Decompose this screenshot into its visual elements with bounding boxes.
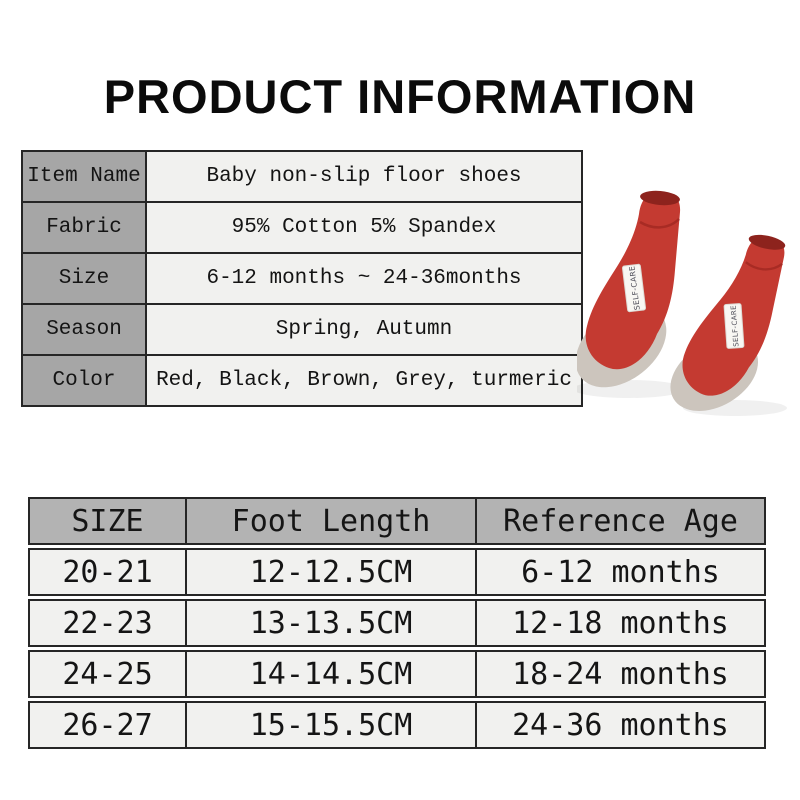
table-row: Season Spring, Autumn (21, 303, 583, 356)
reference-age-cell: 24-36 months (475, 703, 764, 747)
info-label-size: Size (21, 252, 147, 305)
table-row: Fabric 95% Cotton 5% Spandex (21, 201, 583, 254)
shoe-label-text: SELF-CARE (730, 305, 741, 347)
info-value-item-name: Baby non-slip floor shoes (145, 150, 583, 203)
size-chart-header-size: SIZE (71, 503, 144, 539)
size-chart-header-foot-length: Foot Length (185, 499, 475, 543)
size-cell: 20-21 (62, 554, 153, 590)
size-chart-header-row: SIZE Foot Length Reference Age (28, 497, 766, 545)
page-title: PRODUCT INFORMATION (103, 70, 697, 124)
shoe-left: SELF-CARE (577, 188, 684, 406)
table-row: Color Red, Black, Brown, Grey, turmeric (21, 354, 583, 407)
size-chart-table: SIZE Foot Length Reference Age 20-21 12-… (28, 497, 766, 749)
info-label-season: Season (21, 303, 147, 356)
info-value-size: 6-12 months ~ 24-36months (145, 252, 583, 305)
info-label-color: Color (21, 354, 147, 407)
info-value-color: Red, Black, Brown, Grey, turmeric (145, 354, 583, 407)
table-row: 24-25 14-14.5CM 18-24 months (28, 650, 766, 698)
table-row: 20-21 12-12.5CM 6-12 months (28, 548, 766, 596)
product-photo: SELF-CARE SELF-CARE (577, 188, 790, 424)
size-cell: 22-23 (62, 605, 153, 641)
shoe-label: SELF-CARE (723, 303, 745, 349)
table-row: Size 6-12 months ~ 24-36months (21, 252, 583, 305)
product-info-table: Item Name Baby non-slip floor shoes Fabr… (21, 150, 583, 407)
reference-age-cell: 12-18 months (475, 601, 764, 645)
shoe-right: SELF-CARE (650, 221, 790, 424)
info-label-fabric: Fabric (21, 201, 147, 254)
table-row: 26-27 15-15.5CM 24-36 months (28, 701, 766, 749)
info-label-item-name: Item Name (21, 150, 147, 203)
table-row: Item Name Baby non-slip floor shoes (21, 150, 583, 203)
shoe-label: SELF-CARE (621, 263, 647, 313)
size-chart-header-reference-age: Reference Age (475, 499, 764, 543)
size-cell: 24-25 (62, 656, 153, 692)
foot-length-cell: 13-13.5CM (185, 601, 475, 645)
size-cell: 26-27 (62, 707, 153, 743)
foot-length-cell: 14-14.5CM (185, 652, 475, 696)
info-value-season: Spring, Autumn (145, 303, 583, 356)
table-row: 22-23 13-13.5CM 12-18 months (28, 599, 766, 647)
foot-length-cell: 12-12.5CM (185, 550, 475, 594)
reference-age-cell: 6-12 months (475, 550, 764, 594)
foot-length-cell: 15-15.5CM (185, 703, 475, 747)
info-value-fabric: 95% Cotton 5% Spandex (145, 201, 583, 254)
reference-age-cell: 18-24 months (475, 652, 764, 696)
